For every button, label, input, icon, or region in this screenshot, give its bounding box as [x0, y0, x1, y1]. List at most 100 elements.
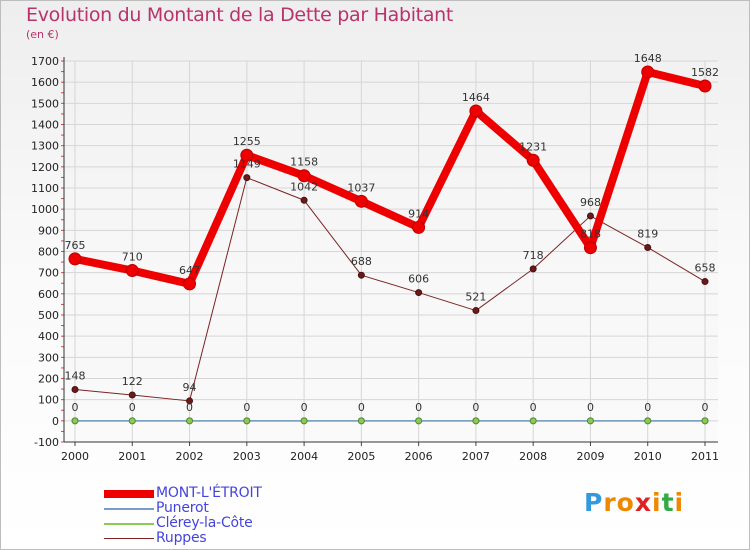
x-tick-label: 2004	[290, 450, 318, 463]
data-label: 0	[72, 401, 79, 414]
y-tick-label: 200	[38, 373, 59, 386]
data-label: 606	[408, 273, 429, 286]
y-tick-label: 1000	[31, 203, 59, 216]
data-point	[415, 417, 423, 425]
y-tick-label: 1300	[31, 140, 59, 153]
data-label: 818	[580, 228, 601, 241]
y-tick-label: 400	[38, 330, 59, 343]
data-label: 94	[183, 381, 197, 394]
data-label: 0	[587, 401, 594, 414]
data-label: 718	[523, 249, 544, 262]
x-tick-label: 2007	[462, 450, 490, 463]
data-label: 0	[644, 401, 651, 414]
data-point	[240, 148, 254, 162]
x-tick-label: 2008	[519, 450, 547, 463]
x-tick-label: 2011	[691, 450, 719, 463]
y-tick-label: 700	[38, 267, 59, 280]
y-tick-label: 1200	[31, 161, 59, 174]
data-label: 0	[301, 401, 308, 414]
data-point	[71, 417, 79, 425]
data-point	[701, 417, 709, 425]
y-tick-label: -100	[34, 436, 59, 449]
y-tick-label: 1700	[31, 55, 59, 68]
legend-swatch	[104, 489, 154, 498]
data-label: 0	[415, 401, 422, 414]
data-label: 1648	[634, 52, 662, 65]
legend-item: Ruppes	[104, 531, 262, 546]
legend-label: MONT-L'ÉTROIT	[156, 485, 262, 501]
data-label: 658	[695, 262, 716, 275]
legend-label: Ruppes	[156, 530, 207, 546]
legend-swatch	[104, 507, 154, 510]
data-point	[529, 265, 537, 273]
logo-letter: r	[603, 488, 617, 517]
data-point	[412, 220, 426, 234]
data-point	[71, 386, 79, 394]
data-label: 1037	[347, 181, 375, 194]
legend: MONT-L'ÉTROIT Punerot Clérey-la-Côte Ruppes	[104, 486, 262, 546]
y-tick-label: 1400	[31, 119, 59, 132]
y-tick-label: 1100	[31, 182, 59, 195]
data-point	[183, 277, 197, 291]
logo-letter: t	[661, 488, 675, 517]
data-label: 0	[702, 401, 709, 414]
data-point	[186, 417, 194, 425]
data-label: 0	[129, 401, 136, 414]
logo-letter: i	[674, 488, 685, 517]
y-tick-label: 900	[38, 224, 59, 237]
y-tick-label: 0	[52, 415, 59, 428]
data-label: 122	[122, 375, 143, 388]
data-point	[586, 212, 594, 220]
x-tick-label: 2000	[61, 450, 89, 463]
data-point	[354, 194, 368, 208]
logo-letter: i	[652, 488, 662, 517]
y-tick-label: 600	[38, 288, 59, 301]
x-tick-label: 2002	[176, 450, 204, 463]
legend-label: Clérey-la-Côte	[156, 515, 253, 531]
y-tick-label: 500	[38, 309, 59, 322]
data-label: 1042	[290, 180, 318, 193]
data-label: 0	[186, 401, 193, 414]
legend-item: MONT-L'ÉTROIT	[104, 486, 262, 501]
x-tick-label: 2005	[347, 450, 375, 463]
logo-letter: o	[616, 488, 635, 517]
legend-item: Clérey-la-Côte	[104, 516, 262, 531]
data-label: 647	[179, 264, 200, 277]
data-point	[526, 153, 540, 167]
legend-swatch	[104, 522, 154, 525]
data-label: 0	[243, 401, 250, 414]
x-tick-label: 2003	[233, 450, 261, 463]
legend-label: Punerot	[156, 500, 209, 516]
data-label: 1255	[233, 135, 261, 148]
series-line	[71, 68, 709, 288]
data-point	[472, 417, 480, 425]
data-point	[68, 252, 82, 266]
data-label: 688	[351, 255, 372, 268]
data-label: 521	[465, 291, 486, 304]
data-point	[300, 196, 308, 204]
data-point	[644, 243, 652, 251]
data-point	[186, 397, 194, 405]
data-point	[125, 264, 139, 278]
data-label: 1464	[462, 91, 490, 104]
y-tick-label: 100	[38, 394, 59, 407]
data-label: 710	[122, 251, 143, 264]
data-point	[357, 271, 365, 279]
data-label: 1149	[233, 158, 261, 171]
proxiti-logo: Proxiti	[584, 488, 684, 517]
data-point	[243, 174, 251, 182]
legend-swatch	[104, 538, 154, 539]
logo-letter: P	[584, 488, 604, 517]
data-label: 914	[408, 207, 429, 220]
x-tick-label: 2006	[405, 450, 433, 463]
data-point	[128, 391, 136, 399]
data-point	[586, 417, 594, 425]
data-point	[357, 417, 365, 425]
data-point	[128, 417, 136, 425]
data-label: 765	[65, 239, 86, 252]
data-point	[243, 417, 251, 425]
data-label: 1582	[691, 66, 719, 79]
chart-title: Evolution du Montant de la Dette par Hab…	[26, 4, 454, 26]
